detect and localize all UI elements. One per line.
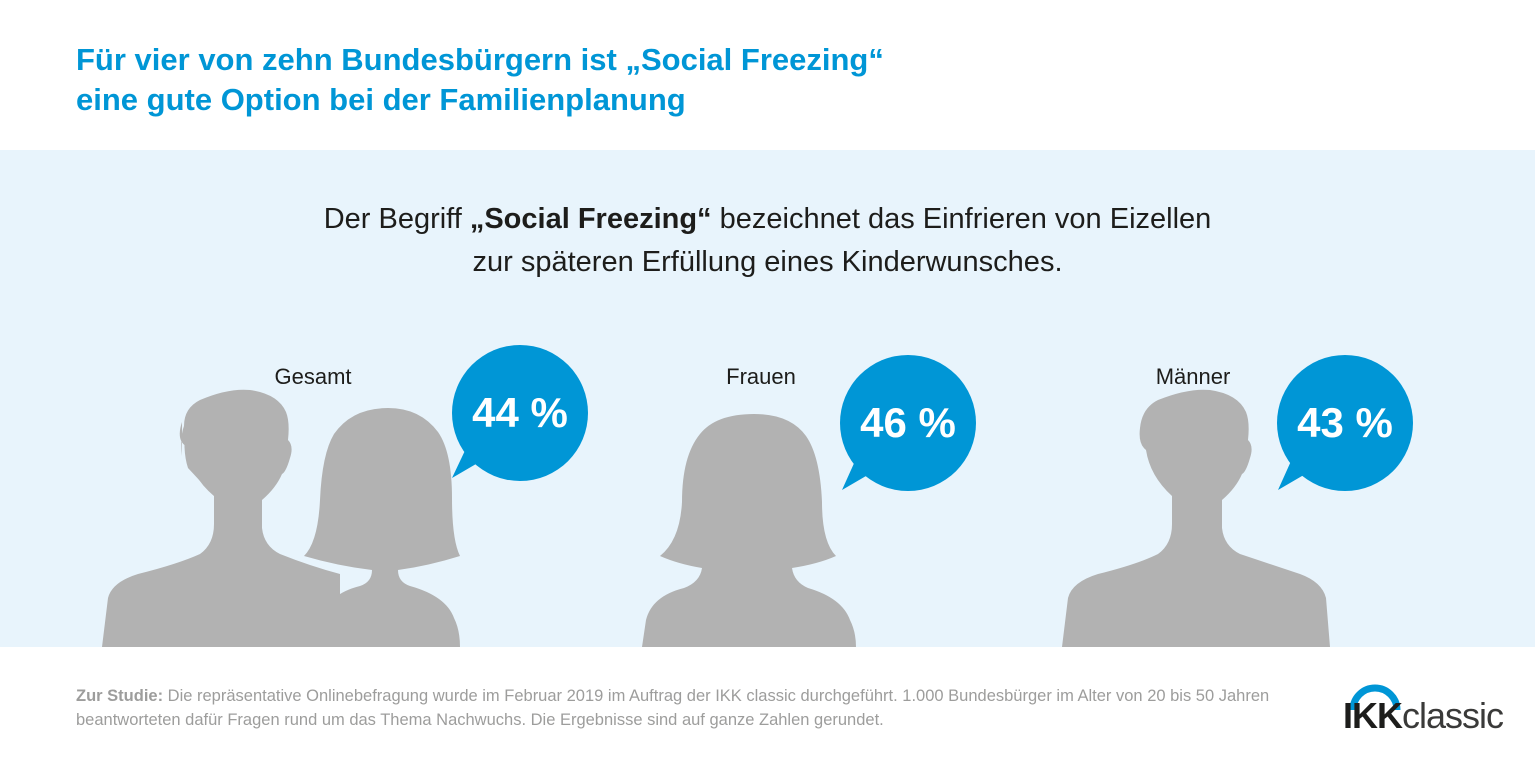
logo-brand-bold: IKK [1343,695,1403,736]
title-line-2: eine gute Option bei der Familienplanung [76,82,686,117]
title-line-1: Für vier von zehn Bundesbürgern ist „Soc… [76,42,884,77]
ikk-classic-logo: IKKclassic [1343,684,1513,740]
silhouette-figures [102,389,1330,647]
percentage-bubble-frauen: 46 % [840,355,976,491]
female-silhouette-icon [304,408,460,647]
definition-suffix: bezeichnet das Einfrieren von Eizellen [711,203,1212,235]
page-title: Für vier von zehn Bundesbürgern ist „Soc… [76,40,884,120]
logo-arc-icon [1349,684,1401,711]
infographic-panel: Der Begriff „Social Freezing“ bezeichnet… [0,150,1535,647]
study-note-label: Zur Studie: [76,687,164,705]
definition-text: Der Begriff „Social Freezing“ bezeichnet… [0,198,1535,284]
group-label-maenner: Männer [1155,364,1231,389]
group-label-frauen: Frauen [726,364,796,389]
definition-prefix: Der Begriff [323,203,470,235]
female-silhouette-icon [642,414,856,647]
logo-brand-light: classic [1402,695,1504,736]
male-silhouette-icon [102,389,340,647]
percentage-bubble-gesamt: 44 % [452,345,588,481]
study-note-text: Die repräsentative Onlinebefragung wurde… [76,687,1270,729]
group-label-gesamt: Gesamt [274,364,352,389]
male-silhouette-icon [1062,389,1330,647]
percentage-bubble-maenner: 43 % [1277,355,1413,491]
logo-wordmark: IKKclassic [1343,695,1504,736]
study-note: Zur Studie: Die repräsentative Onlinebef… [76,684,1276,732]
definition-line-2: zur späteren Erfüllung eines Kinderwunsc… [472,246,1063,278]
definition-line-1: Der Begriff „Social Freezing“ bezeichnet… [0,198,1535,241]
definition-term: „Social Freezing“ [469,203,712,235]
